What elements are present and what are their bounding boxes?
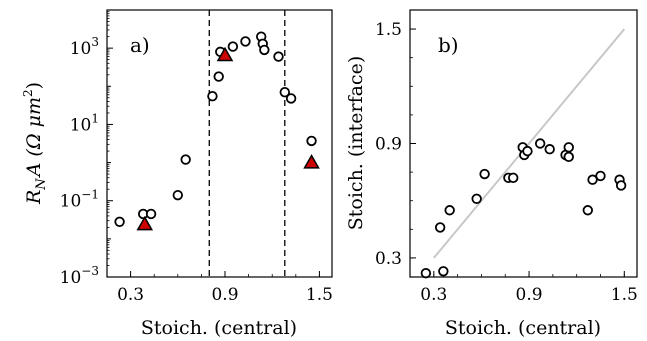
panel-b-xtick-label-1: 0.9 [516, 285, 543, 305]
ylabel-sup: 2 [21, 89, 35, 97]
panel-b-point-7 [507, 172, 519, 184]
panel-a-rna-vs-stoich: 10−3 10−1 101 103 0.3 0.9 1.5 a) Stoich. (cent… [21, 9, 333, 339]
panel-b-xtick-label-2: 1.5 [611, 285, 638, 305]
panel-a-ticks: 10−3 10−1 101 103 0.3 0.9 1.5 [60, 11, 333, 305]
panel-a-point-13 [273, 51, 284, 62]
panel-b-point-15 [563, 151, 574, 163]
panel-b-point-3 [444, 205, 455, 216]
panel-b-xtick-label-0: 0.3 [420, 285, 447, 305]
panel-a-xlabel: Stoich. (central) [141, 317, 297, 339]
panel-b-point-17 [587, 174, 598, 185]
panel-a-xtick-label-1: 0.9 [211, 285, 238, 305]
panel-a-point-0 [114, 216, 125, 228]
panel-b-point-11 [534, 138, 546, 149]
panel-a-frame [106, 9, 333, 278]
panel-b-label: b) [438, 33, 459, 57]
panel-a-ytick-label-3: 103 [70, 35, 99, 59]
panel-b-reference-line [433, 28, 626, 259]
panel-a-marks [114, 10, 320, 277]
panel-a-point-9 [240, 36, 251, 47]
panel-b-marks [420, 28, 627, 279]
panel-b-point-14 [563, 142, 574, 153]
panel-b-point-16 [582, 205, 593, 216]
panel-a-triangle-0 [136, 215, 154, 231]
ylabel-rest: A (Ω μm [23, 97, 45, 178]
panel-b-point-18 [595, 170, 606, 182]
panel-a-point-3 [172, 189, 184, 201]
panel-a-xtick-label-0: 0.3 [117, 285, 144, 305]
panel-a-point-16 [306, 135, 317, 147]
panel-a-ytick-label-0: 10−3 [60, 264, 99, 288]
panel-b-ytick-label-0: 0.3 [375, 249, 402, 269]
panel-b-ytick-label-1: 0.9 [375, 135, 402, 155]
panel-b-ytick-label-2: 1.5 [375, 20, 402, 40]
panel-b-point-20 [615, 180, 627, 191]
ylabel-close: ) [23, 82, 45, 89]
panel-b-point-0 [420, 267, 432, 279]
panel-b-point-1 [434, 222, 446, 233]
panel-a-ytick-label-2: 101 [70, 111, 99, 135]
panel-a-ytick-label-1: 10−1 [60, 188, 99, 212]
panel-b-point-12 [544, 144, 555, 155]
panel-a-point-15 [285, 93, 297, 104]
ylabel-subscript: N [34, 178, 49, 191]
panel-a-point-8 [227, 41, 239, 52]
panel-b-ylabel: Stoich. (interface) [345, 56, 367, 230]
panel-a-triangle-2 [303, 154, 320, 169]
panel-b-point-2 [438, 266, 449, 277]
ylabel-symbol: R [23, 190, 45, 205]
panel-b-point-4 [471, 193, 482, 205]
panel-b-ticks: 0.3 0.9 1.5 0.3 0.9 1.5 [375, 20, 638, 305]
panel-a-triangle-1 [216, 46, 234, 62]
panel-a-point-5 [207, 90, 218, 102]
panel-a-label: a) [130, 33, 150, 57]
panel-b-interface-vs-central: 0.30.91.50.3 0.9 1.5 b) Stoich. (central) … [345, 9, 638, 339]
panel-b-point-10 [522, 145, 533, 157]
panel-b-point-5 [479, 168, 490, 180]
panel-a-xtick-label-2: 1.5 [306, 285, 333, 305]
panel-a-point-14 [279, 86, 290, 98]
panel-a-point-4 [180, 154, 191, 165]
panel-a-point-12 [259, 44, 270, 56]
panel-b-xlabel: Stoich. (central) [445, 317, 601, 339]
panel-a-point-2 [145, 208, 157, 220]
panel-a-ylabel: RNA (Ω μm2) [21, 82, 49, 205]
panel-a-point-6 [213, 71, 224, 82]
